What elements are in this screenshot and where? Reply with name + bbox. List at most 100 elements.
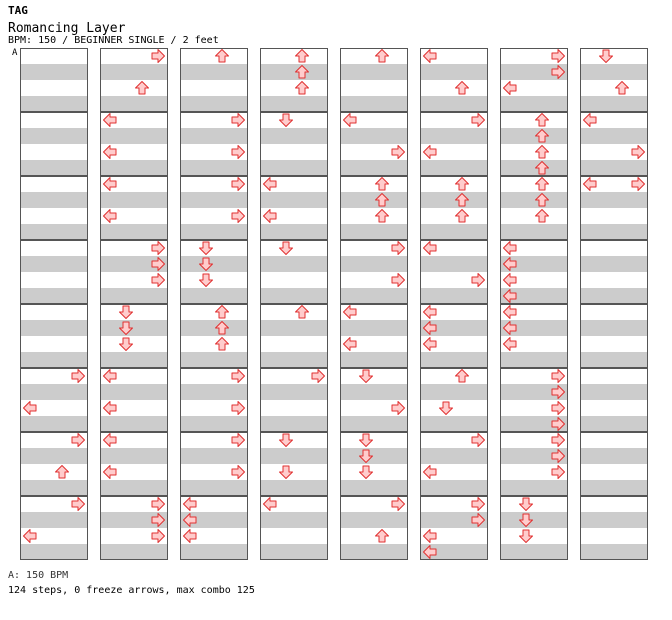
arrow-down-icon [199,241,213,255]
arrow-down-icon [519,529,533,543]
beat-band [501,288,567,303]
arrow-right-icon [471,433,485,447]
arrow-up-icon [295,81,309,95]
arrow-down-icon [279,113,293,127]
measure [580,240,648,304]
beat-band [341,448,407,464]
chart-info: BPM: 150 / BEGINNER SINGLE / 2 feet [8,35,219,46]
measure [500,112,568,176]
arrow-left-icon [183,513,197,527]
measure [420,240,488,304]
beat-band [261,128,327,144]
beat-band [581,448,647,464]
beat-band [341,192,407,208]
beat-band [501,64,567,80]
beat-band [261,544,327,559]
arrow-right-icon [151,497,165,511]
beat-band [21,160,87,175]
beat-band [501,160,567,175]
arrow-left-icon [503,273,517,287]
arrow-right-icon [551,385,565,399]
measure [180,304,248,368]
beat-band [21,448,87,464]
measure [20,304,88,368]
arrow-up-icon [535,113,549,127]
arrow-right-icon [151,273,165,287]
beat-band [581,256,647,272]
beat-band [181,448,247,464]
beat-band [261,320,327,336]
beat-band [581,384,647,400]
bpm-marker-label: A [12,48,18,58]
arrow-down-icon [199,257,213,271]
measure [580,432,648,496]
arrow-up-icon [375,209,389,223]
beat-band [21,320,87,336]
arrow-up-icon [535,193,549,207]
beat-band [261,160,327,175]
beat-band [581,480,647,495]
arrow-down-icon [199,273,213,287]
beat-band [501,96,567,111]
arrow-right-icon [231,401,245,415]
arrow-left-icon [503,305,517,319]
beat-band [421,64,487,80]
arrow-right-icon [231,177,245,191]
beat-band [421,320,487,336]
measure [340,176,408,240]
measure [500,176,568,240]
beat-band [501,352,567,367]
arrow-left-icon [103,369,117,383]
arrow-up-icon [375,193,389,207]
arrow-left-icon [183,497,197,511]
arrow-left-icon [503,321,517,335]
arrow-right-icon [551,369,565,383]
measure [420,432,488,496]
arrow-right-icon [391,401,405,415]
arrow-left-icon [103,401,117,415]
beat-band [101,256,167,272]
arrow-left-icon [343,337,357,351]
beat-band [181,192,247,208]
beat-band [501,416,567,431]
arrow-right-icon [631,177,645,191]
arrow-left-icon [343,305,357,319]
arrow-up-icon [215,337,229,351]
arrow-layer [23,369,85,543]
beat-band [101,384,167,400]
arrow-left-icon [343,113,357,127]
measure [260,432,328,496]
beat-band [261,512,327,528]
arrow-down-icon [279,241,293,255]
beat-band [341,288,407,303]
arrow-layer [343,49,405,543]
beat-band [181,256,247,272]
arrow-up-icon [375,49,389,63]
beat-band [581,352,647,367]
beat-band [421,288,487,303]
measure [260,48,328,112]
bpm-legend: A: 150 BPM [8,570,69,581]
beat-band [421,480,487,495]
chart-stats: 124 steps, 0 freeze arrows, max combo 12… [8,585,255,596]
beat-band [181,320,247,336]
arrow-left-icon [423,465,437,479]
beat-band [421,544,487,559]
arrow-left-icon [423,145,437,159]
chart-column [180,48,248,560]
beat-band [101,64,167,80]
beat-band [101,96,167,111]
measure [420,368,488,432]
arrow-up-icon [215,305,229,319]
chart-column [20,48,88,560]
arrow-right-icon [151,513,165,527]
beat-band [101,128,167,144]
arrow-right-icon [551,401,565,415]
beat-band [501,192,567,208]
arrow-right-icon [231,145,245,159]
beat-band [21,288,87,303]
arrow-left-icon [23,401,37,415]
arrow-left-icon [263,209,277,223]
beat-band [261,192,327,208]
beat-band [261,448,327,464]
